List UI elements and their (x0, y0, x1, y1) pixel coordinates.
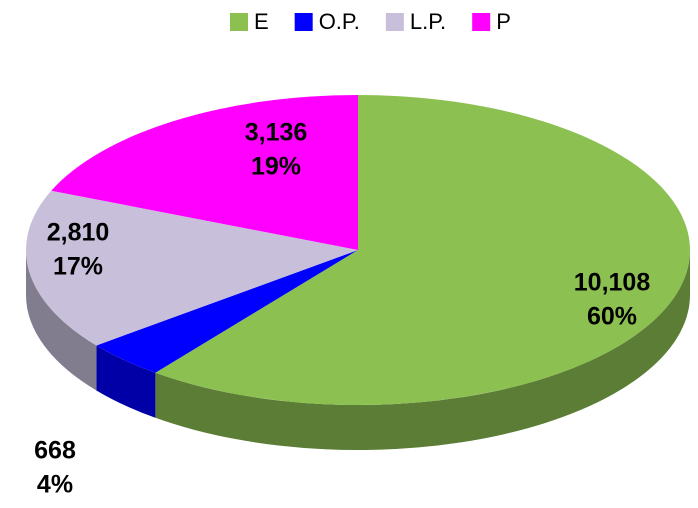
pie-tops (25, 95, 691, 405)
legend: E O.P. L.P. P (230, 9, 511, 34)
pie-sides (26, 250, 690, 451)
legend-swatch (385, 13, 404, 31)
legend-label: P (496, 9, 511, 34)
value-label: 668 (34, 437, 76, 465)
pie-side (26, 250, 97, 391)
pie-slice (25, 190, 359, 346)
percent-label: 19% (251, 153, 301, 181)
pie-side (96, 345, 156, 418)
legend-label: L.P. (410, 9, 446, 34)
data-labels: 10,108 60% 668 4% 2,810 17% 3,136 19% (34, 119, 650, 499)
value-label: 2,810 (47, 219, 110, 247)
legend-label: O.P. (319, 9, 360, 34)
legend-swatch (472, 13, 491, 31)
pie-side (155, 250, 690, 451)
legend-swatch (294, 13, 313, 31)
percent-label: 4% (37, 471, 73, 499)
legend-swatch (230, 13, 248, 31)
pie-slice (51, 95, 359, 250)
legend-label: E (254, 9, 269, 34)
pie-slice (155, 95, 691, 405)
percent-label: 17% (53, 253, 103, 281)
percent-label: 60% (587, 303, 637, 331)
value-label: 10,108 (574, 269, 651, 297)
value-label: 3,136 (245, 119, 308, 147)
pie-slice (96, 250, 358, 373)
